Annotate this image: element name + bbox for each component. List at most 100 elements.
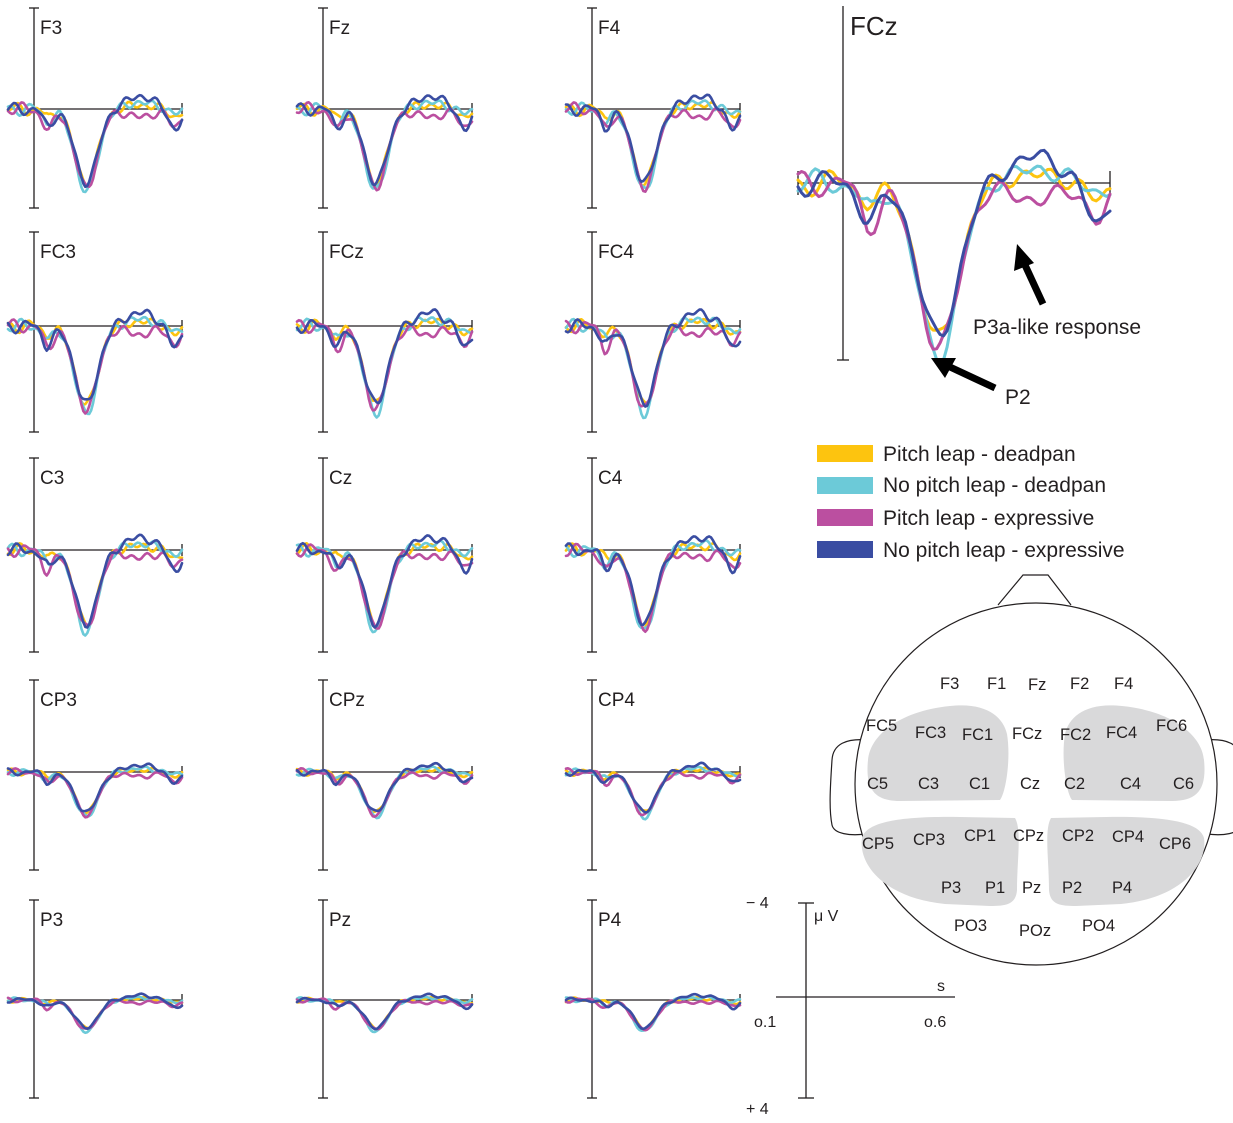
legend-swatch-no-pitch-leap-deadpan [817,477,873,494]
erp-panel-f4: F4 [564,7,742,209]
trace-no-pitch-leap-expressive [6,762,184,813]
annotation-p3a: P3a-like response [973,244,1141,339]
panel-label: Pz [329,910,351,931]
electrode-cz: Cz [1020,775,1040,793]
electrode-poz: POz [1019,922,1051,940]
scale-bar: − 4 + 4 μ V s o.1 o.6 [746,895,955,1118]
trace-no-pitch-leap-expressive [295,308,474,405]
trace-no-pitch-leap-expressive [295,992,474,1031]
panel-label: Fz [329,18,350,39]
scale-x-left-label: o.1 [754,1014,776,1031]
electrode-c6: C6 [1173,775,1194,793]
scalp-electrode-map: F3 F1 Fz F2 F4 FC5 FC3 FC1 FCz FC2 FC4 FC6 C5 C3 C1 Cz C… [829,574,1233,966]
electrode-c3: C3 [918,775,939,793]
scale-y-bottom-label: + 4 [746,1101,769,1118]
trace-no-pitch-leap-expressive [295,534,474,629]
electrode-cp2: CP2 [1062,827,1094,845]
scale-y-top-label: − 4 [746,895,769,912]
panel-label: FC4 [598,242,634,263]
electrode-cp5: CP5 [862,835,894,853]
trace-no-pitch-leap-expressive [6,533,184,629]
erp-panel-f3: F3 [6,7,184,209]
legend-label-no-pitch-leap-expressive: No pitch leap - expressive [883,539,1125,562]
erp-panel-grid: F3 Fz F4 FC3 FCz FC4 C3 Cz C4 CP3 CPz CP4 P3 Pz P4 [6,7,742,1099]
enlarged-panel-title: FCz [850,11,898,41]
electrode-cp4: CP4 [1112,828,1144,846]
legend-swatch-pitch-leap-deadpan [817,445,873,462]
trace-no-pitch-leap-expressive [564,535,742,627]
trace-no-pitch-leap-expressive [564,761,742,814]
scalp-nose [997,574,1072,606]
erp-panel-p3: P3 [6,899,184,1099]
panel-label: FC3 [40,242,76,263]
panel-label: P3 [40,910,63,931]
panel-label: F3 [40,18,62,39]
panel-label: F4 [598,18,621,39]
electrode-p1: P1 [985,879,1005,897]
roi-left-frontocentral [867,705,1009,801]
roi-right-frontocentral [1063,705,1205,801]
p2-arrow-head [931,358,956,378]
legend-swatch-pitch-leap-expressive [817,509,873,526]
electrode-c2: C2 [1064,775,1085,793]
electrode-cp6: CP6 [1159,835,1191,853]
electrode-fc4: FC4 [1106,724,1137,742]
enlarged-panel-fcz: FCz [796,6,1112,366]
trace-pitch-leap-expressive [295,101,474,192]
erp-panel-cp4: CP4 [564,679,742,871]
p2-label: P2 [1005,386,1031,409]
electrode-cp1: CP1 [964,827,996,845]
erp-panel-cp3: CP3 [6,679,184,871]
erp-panel-fcz: FCz [295,231,474,433]
p2-arrow-shaft [948,363,997,392]
electrode-fcz: FCz [1012,725,1042,743]
trace-no-pitch-leap-expressive [295,761,474,813]
electrode-f2: F2 [1070,675,1089,693]
erp-panel-c3: C3 [6,457,184,653]
electrode-c5: C5 [867,775,888,793]
electrode-c4: C4 [1120,775,1141,793]
panel-label: Cz [329,468,352,489]
electrode-cpz: CPz [1013,827,1044,845]
scale-y-unit: μ V [814,908,839,925]
panel-label: P4 [598,910,622,931]
erp-panel-p4: P4 [564,899,742,1099]
panel-label: CP3 [40,690,77,711]
p3a-arrow-head [1014,244,1034,271]
legend-label-pitch-leap-expressive: Pitch leap - expressive [883,507,1094,530]
electrode-f1: F1 [987,675,1006,693]
trace-no-pitch-leap-expressive [6,93,184,189]
erp-panel-c4: C4 [564,457,742,653]
electrode-labels: F3 F1 Fz F2 F4 FC5 FC3 FC1 FCz FC2 FC4 FC6 C5 C3 C1 Cz C… [862,675,1194,940]
trace-no-pitch-leap-expressive [564,308,742,408]
trace-pitch-leap-expressive [564,319,742,408]
electrode-p4: P4 [1112,879,1132,897]
electrode-po4: PO4 [1082,917,1115,935]
enlarged-trace-no-pitch-leap-expressive [796,148,1112,338]
electrode-p2: P2 [1062,879,1082,897]
legend-label-no-pitch-leap-deadpan: No pitch leap - deadpan [883,474,1106,497]
electrode-fc6: FC6 [1156,717,1187,735]
trace-pitch-leap-expressive [6,544,184,627]
panel-label: FCz [329,242,364,263]
erp-panel-fc4: FC4 [564,231,742,433]
erp-panel-pz: Pz [295,899,474,1099]
panel-label: CPz [329,690,365,711]
electrode-fc3: FC3 [915,724,946,742]
erp-panel-cpz: CPz [295,679,474,871]
trace-no-pitch-leap-expressive [295,94,474,187]
electrode-fc1: FC1 [962,726,993,744]
scale-x-right-label: o.6 [924,1014,946,1031]
trace-no-pitch-leap-expressive [564,93,742,183]
legend-label-pitch-leap-deadpan: Pitch leap - deadpan [883,443,1076,466]
erp-panel-fc3: FC3 [6,231,184,433]
trace-no-pitch-leap-expressive [6,992,184,1031]
panel-label: C4 [598,468,623,489]
trace-no-pitch-leap-expressive [6,308,184,401]
legend: Pitch leap - deadpan No pitch leap - dea… [817,443,1125,562]
roi-left-centroparietal [861,816,1019,906]
electrode-f4: F4 [1114,675,1133,693]
panel-label: C3 [40,468,64,489]
